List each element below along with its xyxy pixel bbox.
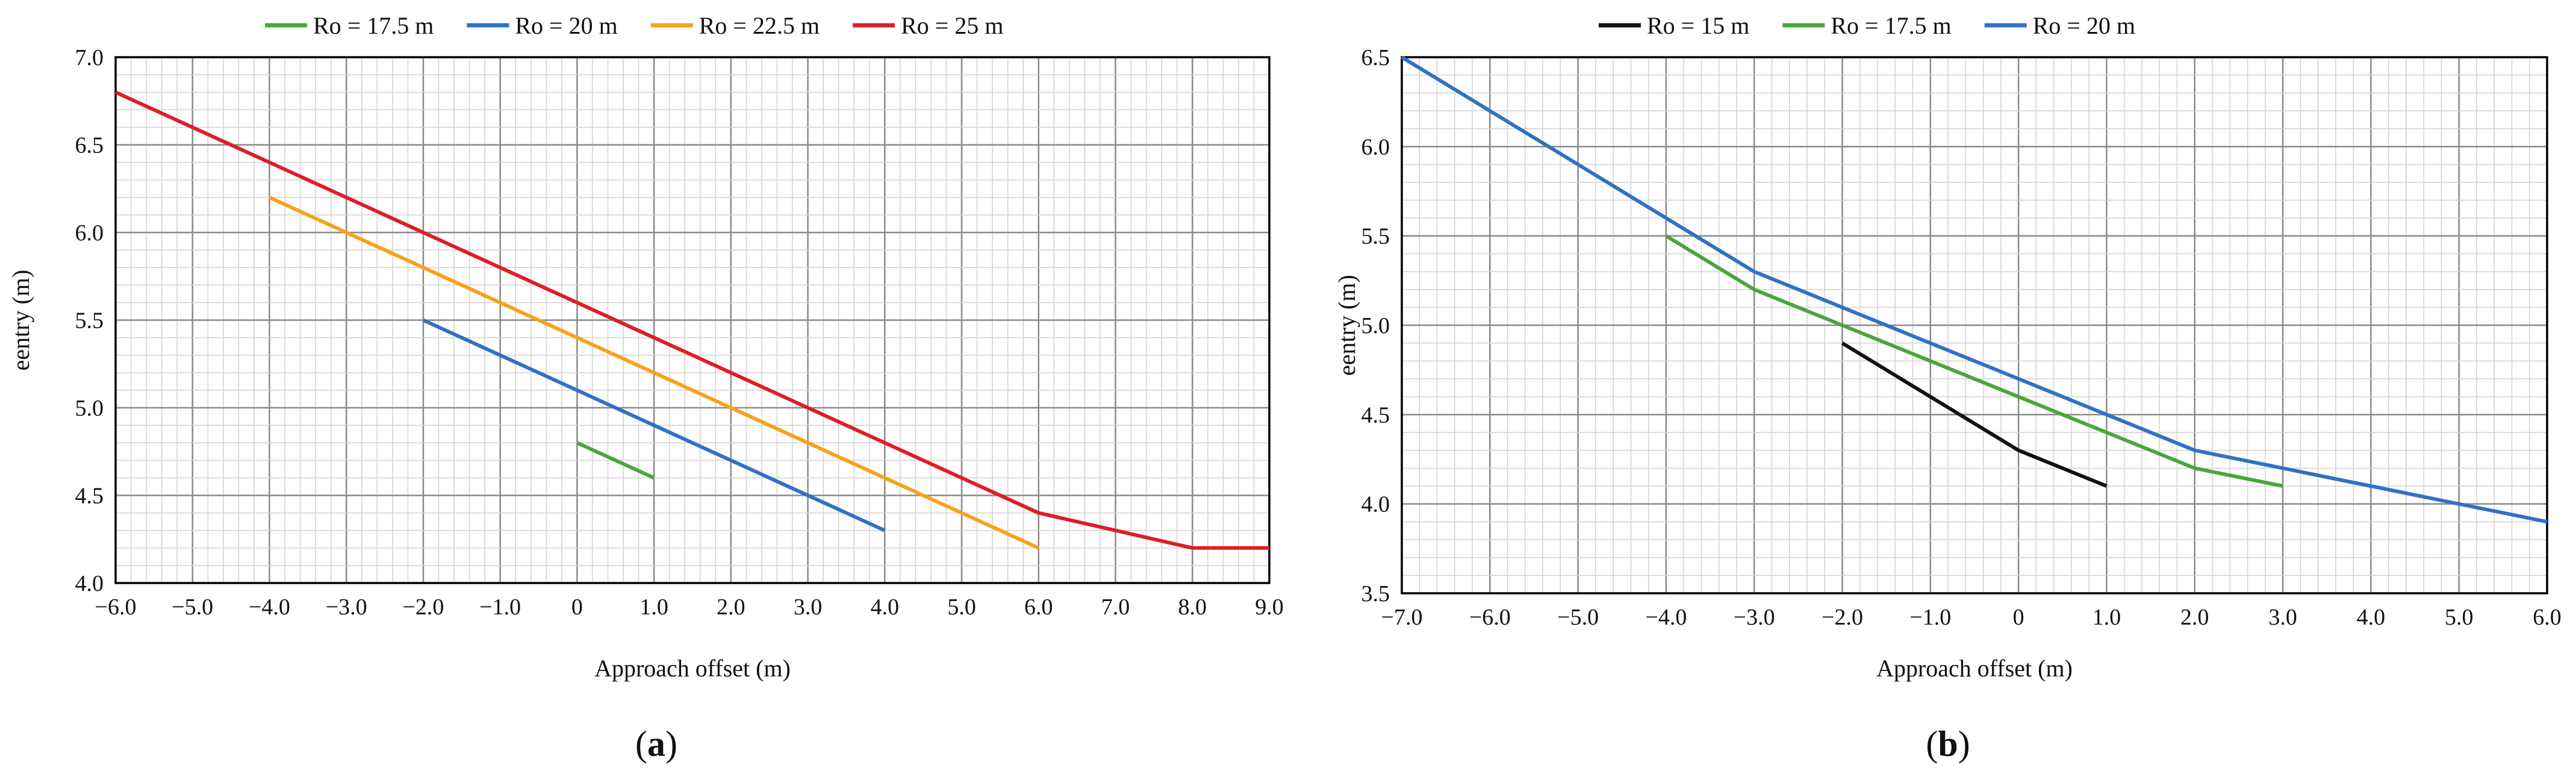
- x-tick-label: 5.0: [2445, 605, 2474, 630]
- legend: Ro = 15 m Ro = 17.5 m Ro = 20 m: [1599, 12, 2135, 39]
- x-tick-label: 4.0: [871, 594, 900, 620]
- y-tick-label: 4.5: [1361, 402, 1390, 428]
- x-tick-label: −7.0: [1381, 605, 1423, 630]
- x-tick-label: 8.0: [1178, 594, 1207, 620]
- x-tick-label: −1.0: [1909, 605, 1951, 630]
- legend-item: Ro = 20 m: [467, 12, 618, 39]
- legend-item: Ro = 17.5 m: [1782, 12, 1952, 39]
- x-tick-label: 6.0: [1024, 594, 1053, 620]
- x-axis-label: Approach offset (m): [1876, 655, 2073, 682]
- x-tick-label: 1.0: [639, 594, 668, 620]
- x-tick-label: −1.0: [479, 594, 521, 620]
- series-line-2: [1665, 234, 2283, 488]
- legend-item: Ro = 20 m: [1984, 12, 2135, 39]
- legend-item: Ro = 17.5 m: [265, 12, 434, 39]
- y-tick-label: 6.0: [75, 220, 104, 246]
- y-tick-label: 4.5: [75, 484, 104, 509]
- y-tick-label: 5.0: [75, 396, 104, 421]
- series-line-3: [269, 196, 1040, 550]
- x-tick-label: 5.0: [947, 594, 976, 620]
- x-tick-label: 0: [571, 594, 583, 620]
- x-tick-label: −6.0: [1469, 605, 1511, 630]
- x-tick-label: −4.0: [249, 594, 290, 620]
- legend: Ro = 17.5 m Ro = 20 m Ro = 22.5 m Ro = 25 m: [265, 12, 1003, 39]
- legend-label: Ro = 17.5 m: [313, 12, 434, 39]
- legend-label: Ro = 20 m: [2033, 12, 2135, 39]
- panel-letter: b: [1938, 724, 1958, 764]
- y-tick-label: 5.5: [75, 308, 104, 334]
- x-tick-label: −3.0: [1734, 605, 1775, 630]
- panel-label: (a): [635, 724, 677, 764]
- x-tick-label: −3.0: [326, 594, 367, 620]
- series-line-2: [422, 318, 886, 532]
- chart-panel-b: −7.0 −6.0 −5.0 −4.0 −3.0 −2.0 −1.0 0 1.0 2.0 3.0 4.…: [1333, 12, 2562, 764]
- x-tick-label: −5.0: [1557, 605, 1599, 630]
- panel-label: (b): [1926, 724, 1970, 764]
- plot-area-frame: [114, 56, 1271, 584]
- x-tick-label: 6.0: [2533, 605, 2562, 630]
- x-tick-label: 3.0: [794, 594, 823, 620]
- x-tick-label: −5.0: [172, 594, 213, 620]
- y-tick-label: 5.0: [1361, 313, 1390, 338]
- x-tick-label: 1.0: [2092, 605, 2121, 630]
- x-tick-label: −2.0: [1822, 605, 1863, 630]
- legend-label: Ro = 22.5 m: [699, 12, 820, 39]
- y-tick-label: 3.5: [1361, 581, 1390, 607]
- y-tick-label: 6.5: [1361, 45, 1390, 70]
- panel-letter: a: [647, 724, 665, 764]
- legend-label: Ro = 20 m: [515, 12, 617, 39]
- legend-label: Ro = 15 m: [1647, 12, 1749, 39]
- series-line-3: [1401, 55, 2548, 524]
- legend-label: Ro = 17.5 m: [1831, 12, 1951, 39]
- x-tick-label: 0: [2013, 605, 2024, 630]
- x-tick-label: 9.0: [1255, 594, 1284, 620]
- x-tick-label: −4.0: [1645, 605, 1687, 630]
- plot-area-frame: [1401, 56, 2548, 594]
- series-line-1: [576, 441, 655, 480]
- chart-panel-a: −6.0 −5.0 −4.0 −3.0 −2.0 −1.0 0 1.0 2.0 3.0 4.0 5.0…: [7, 12, 1284, 764]
- y-axis-label: eentry (m): [1333, 275, 1360, 376]
- y-tick-label: 7.0: [75, 45, 104, 70]
- y-tick-label: 4.0: [1361, 492, 1390, 517]
- series-line-4: [114, 90, 1269, 550]
- series-line-1: [1841, 342, 2108, 488]
- grid-lines: [114, 56, 1271, 584]
- x-tick-label: 3.0: [2268, 605, 2297, 630]
- y-tick-label: 5.5: [1361, 224, 1390, 249]
- x-tick-label: −6.0: [95, 594, 137, 620]
- legend-item: Ro = 22.5 m: [650, 12, 820, 39]
- x-tick-label: 2.0: [2180, 605, 2209, 630]
- legend-label: Ro = 25 m: [901, 12, 1003, 39]
- x-axis-label: Approach offset (m): [594, 655, 791, 682]
- x-tick-label: 4.0: [2357, 605, 2386, 630]
- x-tick-label: −2.0: [402, 594, 444, 620]
- x-tick-label: 2.0: [717, 594, 745, 620]
- legend-item: Ro = 15 m: [1599, 12, 1749, 39]
- y-axis-label: eentry (m): [7, 270, 34, 371]
- y-tick-label: 6.5: [75, 133, 104, 158]
- y-tick-label: 6.0: [1361, 134, 1390, 160]
- x-tick-label: 7.0: [1101, 594, 1130, 620]
- y-tick-label: 4.0: [75, 571, 104, 596]
- grid-lines: [1401, 56, 2548, 594]
- legend-item: Ro = 25 m: [853, 12, 1003, 39]
